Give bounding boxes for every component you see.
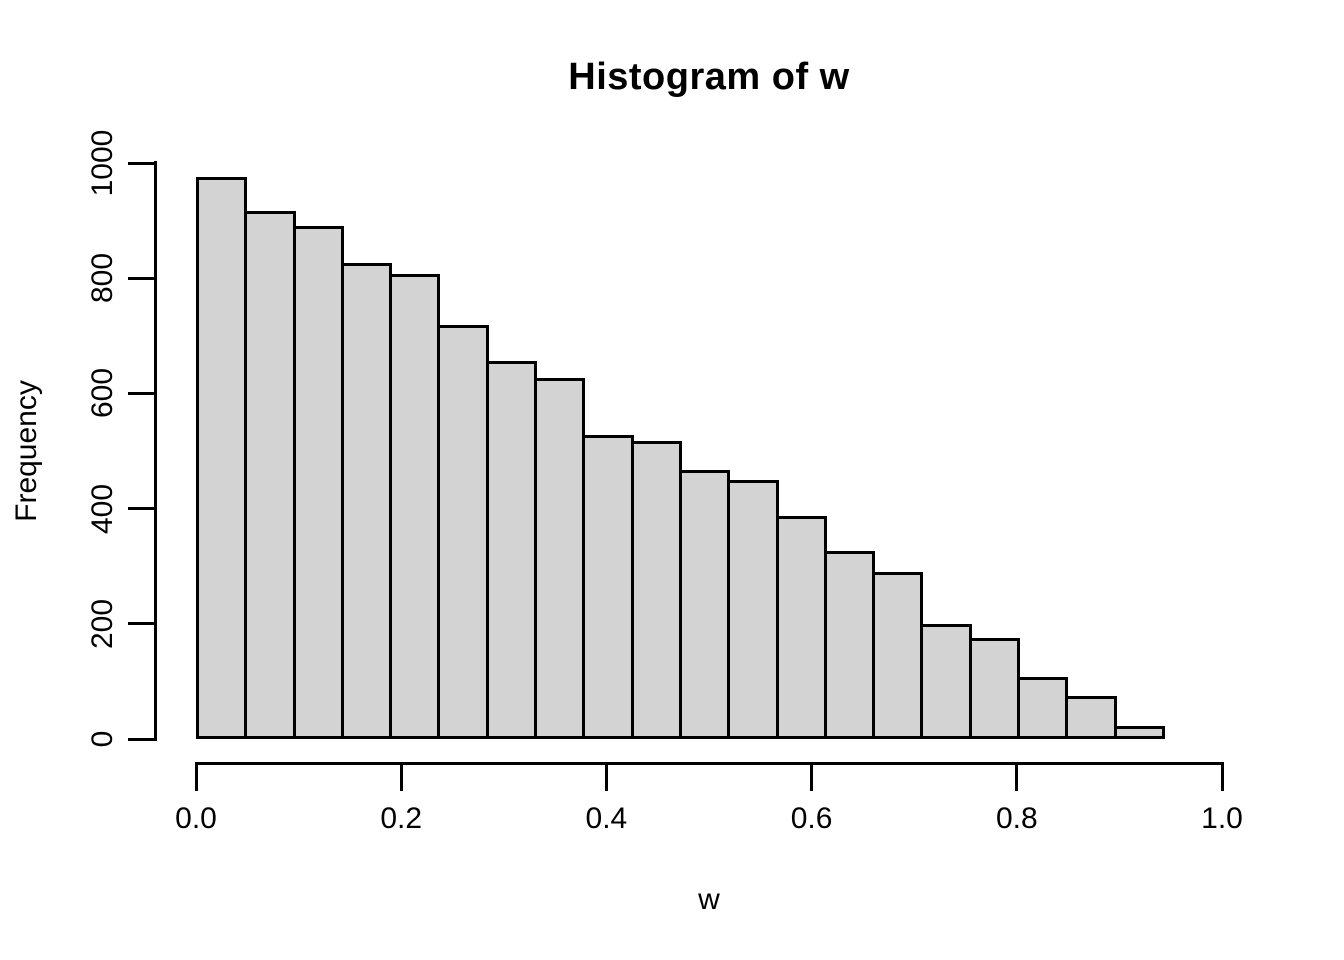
x-axis-label: w [698,883,720,916]
y-tick-label: 0 [86,730,119,748]
histogram-bar [1065,695,1117,739]
histogram-bar [872,572,924,739]
y-axis-tick [128,507,154,511]
histogram-bar [968,637,1021,739]
chart-title: Histogram of w [568,56,850,98]
x-axis-tick [810,765,814,791]
histogram-bar [340,263,393,739]
x-tick-label: 0.0 [175,802,217,835]
y-tick-label: 400 [86,483,119,534]
histogram-bar [534,377,586,739]
x-axis-tick [1220,765,1224,791]
y-tick-label: 600 [86,368,119,419]
y-axis-tick [128,622,154,626]
histogram-bar [244,211,296,739]
x-axis-tick [194,765,198,791]
y-tick-label: 1000 [86,129,119,197]
histogram-bar [437,324,489,739]
y-axis-label: Frequency [10,380,43,522]
x-tick-label: 0.4 [585,802,628,835]
y-axis-tick [128,391,154,395]
histogram-bar [630,441,682,739]
histogram-bar [196,177,248,739]
histogram-bar [1017,676,1069,739]
histogram-bar [823,550,876,739]
y-axis-tick [128,276,154,280]
histogram-bar [582,435,634,739]
y-tick-label: 200 [86,598,119,649]
x-axis-line [195,762,1224,765]
y-axis-tick [128,161,154,165]
bars-container [196,163,1222,739]
x-tick-label: 0.8 [995,802,1038,835]
x-tick-label: 0.2 [380,802,423,835]
y-tick-label: 800 [86,253,119,304]
y-axis-line [154,161,157,741]
y-axis-tick [128,737,154,741]
histogram-bar [485,360,538,739]
histogram-bar [678,470,731,739]
x-axis-tick [399,765,403,791]
histogram-bar [920,623,972,739]
x-tick-label: 1.0 [1201,802,1243,835]
histogram-bar [1113,726,1165,739]
histogram-bar [292,226,344,739]
x-axis-tick [604,765,608,791]
histogram-bar [389,274,441,739]
x-tick-label: 0.6 [790,802,833,835]
histogram-bar [775,515,827,739]
x-axis-tick [1015,765,1019,791]
histogram-bar [727,479,779,739]
